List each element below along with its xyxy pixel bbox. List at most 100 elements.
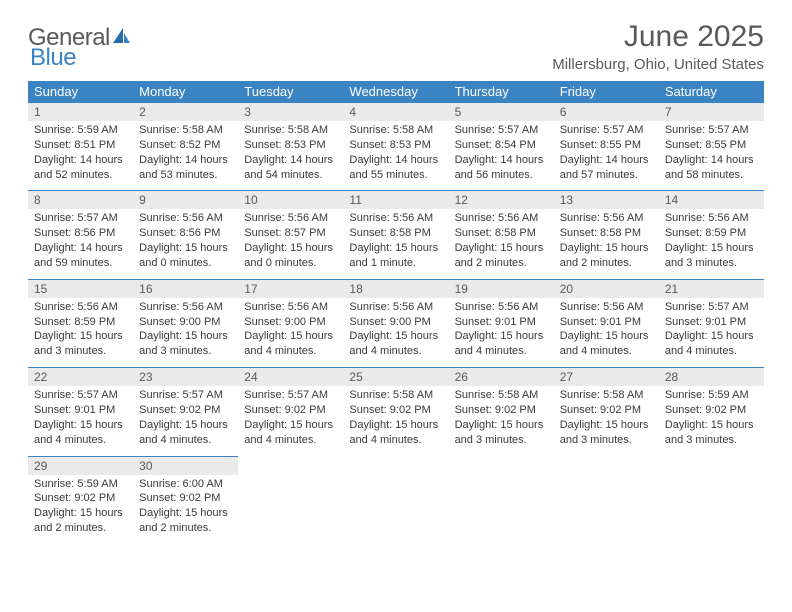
day-cell: Sunrise: 5:56 AMSunset: 9:00 PMDaylight:… <box>133 298 238 368</box>
daylight-text: Daylight: 15 hours and 4 minutes. <box>34 418 127 448</box>
day-number-cell: 25 <box>343 368 448 387</box>
sun-info: Sunrise: 5:57 AMSunset: 9:02 PMDaylight:… <box>244 388 337 447</box>
day-number-cell: 13 <box>554 191 659 210</box>
day-number-cell: 7 <box>659 103 764 122</box>
sunrise-text: Sunrise: 5:57 AM <box>665 123 758 138</box>
daylight-text: Daylight: 14 hours and 53 minutes. <box>139 153 232 183</box>
day-number-cell: 8 <box>28 191 133 210</box>
day-number-cell: 9 <box>133 191 238 210</box>
sunset-text: Sunset: 8:56 PM <box>139 226 232 241</box>
day-cell: Sunrise: 5:58 AMSunset: 9:02 PMDaylight:… <box>449 386 554 456</box>
day-number-cell: 18 <box>343 279 448 298</box>
day-number-row: 22232425262728 <box>28 368 764 387</box>
sunset-text: Sunset: 8:53 PM <box>349 138 442 153</box>
day-cell: Sunrise: 5:57 AMSunset: 8:56 PMDaylight:… <box>28 209 133 279</box>
daylight-text: Daylight: 14 hours and 52 minutes. <box>34 153 127 183</box>
sunset-text: Sunset: 8:59 PM <box>34 315 127 330</box>
sunrise-text: Sunrise: 5:57 AM <box>139 388 232 403</box>
sun-info: Sunrise: 5:59 AMSunset: 8:51 PMDaylight:… <box>34 123 127 182</box>
daylight-text: Daylight: 15 hours and 3 minutes. <box>139 329 232 359</box>
day-cell: Sunrise: 5:56 AMSunset: 8:58 PMDaylight:… <box>343 209 448 279</box>
day-number-cell: 4 <box>343 103 448 122</box>
sun-info: Sunrise: 5:57 AMSunset: 8:54 PMDaylight:… <box>455 123 548 182</box>
daylight-text: Daylight: 15 hours and 4 minutes. <box>665 329 758 359</box>
sunrise-text: Sunrise: 5:58 AM <box>349 123 442 138</box>
day-cell: Sunrise: 5:56 AMSunset: 9:00 PMDaylight:… <box>343 298 448 368</box>
sunrise-text: Sunrise: 5:59 AM <box>34 123 127 138</box>
day-cell <box>449 475 554 544</box>
day-content-row: Sunrise: 5:57 AMSunset: 8:56 PMDaylight:… <box>28 209 764 279</box>
day-cell: Sunrise: 5:56 AMSunset: 8:56 PMDaylight:… <box>133 209 238 279</box>
day-number-cell: 12 <box>449 191 554 210</box>
sun-info: Sunrise: 5:56 AMSunset: 8:56 PMDaylight:… <box>139 211 232 270</box>
day-number-cell <box>343 456 448 475</box>
day-number-row: 891011121314 <box>28 191 764 210</box>
sunrise-text: Sunrise: 5:56 AM <box>349 300 442 315</box>
sunrise-text: Sunrise: 5:58 AM <box>244 123 337 138</box>
day-number-cell <box>449 456 554 475</box>
day-number-cell: 29 <box>28 456 133 475</box>
sunset-text: Sunset: 9:01 PM <box>665 315 758 330</box>
sunset-text: Sunset: 8:55 PM <box>560 138 653 153</box>
day-cell: Sunrise: 5:56 AMSunset: 8:58 PMDaylight:… <box>554 209 659 279</box>
sun-info: Sunrise: 5:57 AMSunset: 9:02 PMDaylight:… <box>139 388 232 447</box>
sunrise-text: Sunrise: 5:59 AM <box>665 388 758 403</box>
day-number-cell: 5 <box>449 103 554 122</box>
daylight-text: Daylight: 15 hours and 4 minutes. <box>560 329 653 359</box>
daylight-text: Daylight: 15 hours and 2 minutes. <box>455 241 548 271</box>
sunset-text: Sunset: 8:51 PM <box>34 138 127 153</box>
sun-info: Sunrise: 5:59 AMSunset: 9:02 PMDaylight:… <box>665 388 758 447</box>
day-cell: Sunrise: 5:59 AMSunset: 9:02 PMDaylight:… <box>659 386 764 456</box>
sunset-text: Sunset: 9:02 PM <box>34 491 127 506</box>
sunset-text: Sunset: 8:52 PM <box>139 138 232 153</box>
sunrise-text: Sunrise: 5:58 AM <box>139 123 232 138</box>
day-number-cell <box>554 456 659 475</box>
daylight-text: Daylight: 15 hours and 3 minutes. <box>455 418 548 448</box>
sunset-text: Sunset: 9:02 PM <box>244 403 337 418</box>
daylight-text: Daylight: 15 hours and 3 minutes. <box>560 418 653 448</box>
day-cell <box>343 475 448 544</box>
calendar-body: 1234567Sunrise: 5:59 AMSunset: 8:51 PMDa… <box>28 103 764 544</box>
day-number-cell: 1 <box>28 103 133 122</box>
sunset-text: Sunset: 9:02 PM <box>139 491 232 506</box>
sun-info: Sunrise: 5:57 AMSunset: 9:01 PMDaylight:… <box>665 300 758 359</box>
sunset-text: Sunset: 9:01 PM <box>455 315 548 330</box>
sunset-text: Sunset: 8:58 PM <box>455 226 548 241</box>
daylight-text: Daylight: 15 hours and 3 minutes. <box>34 329 127 359</box>
daylight-text: Daylight: 15 hours and 1 minute. <box>349 241 442 271</box>
day-cell: Sunrise: 5:57 AMSunset: 8:54 PMDaylight:… <box>449 121 554 191</box>
title-block: June 2025 Millersburg, Ohio, United Stat… <box>552 20 764 73</box>
day-cell: Sunrise: 5:56 AMSunset: 8:57 PMDaylight:… <box>238 209 343 279</box>
sun-info: Sunrise: 5:57 AMSunset: 8:55 PMDaylight:… <box>560 123 653 182</box>
day-cell: Sunrise: 5:56 AMSunset: 9:01 PMDaylight:… <box>554 298 659 368</box>
day-content-row: Sunrise: 5:59 AMSunset: 8:51 PMDaylight:… <box>28 121 764 191</box>
sun-info: Sunrise: 5:56 AMSunset: 8:58 PMDaylight:… <box>455 211 548 270</box>
sail-icon <box>110 25 132 52</box>
sunset-text: Sunset: 9:02 PM <box>139 403 232 418</box>
day-number-row: 2930 <box>28 456 764 475</box>
sun-info: Sunrise: 5:58 AMSunset: 8:52 PMDaylight:… <box>139 123 232 182</box>
day-number-cell: 24 <box>238 368 343 387</box>
daylight-text: Daylight: 15 hours and 4 minutes. <box>139 418 232 448</box>
sun-info: Sunrise: 5:58 AMSunset: 8:53 PMDaylight:… <box>244 123 337 182</box>
sunset-text: Sunset: 8:59 PM <box>665 226 758 241</box>
day-number-cell: 19 <box>449 279 554 298</box>
sun-info: Sunrise: 5:56 AMSunset: 9:00 PMDaylight:… <box>349 300 442 359</box>
sunrise-text: Sunrise: 5:59 AM <box>34 477 127 492</box>
day-number-cell: 27 <box>554 368 659 387</box>
sunrise-text: Sunrise: 5:56 AM <box>665 211 758 226</box>
daylight-text: Daylight: 15 hours and 3 minutes. <box>665 418 758 448</box>
sunset-text: Sunset: 8:57 PM <box>244 226 337 241</box>
daylight-text: Daylight: 15 hours and 4 minutes. <box>349 418 442 448</box>
sun-info: Sunrise: 5:56 AMSunset: 9:00 PMDaylight:… <box>139 300 232 359</box>
day-number-cell: 26 <box>449 368 554 387</box>
day-number-row: 15161718192021 <box>28 279 764 298</box>
sunrise-text: Sunrise: 5:57 AM <box>244 388 337 403</box>
sunset-text: Sunset: 9:01 PM <box>34 403 127 418</box>
col-saturday: Saturday <box>659 81 764 103</box>
daylight-text: Daylight: 15 hours and 0 minutes. <box>244 241 337 271</box>
calendar-page: General June 2025 Millersburg, Ohio, Uni… <box>0 0 792 564</box>
sunrise-text: Sunrise: 5:57 AM <box>665 300 758 315</box>
day-number-cell <box>659 456 764 475</box>
day-cell <box>659 475 764 544</box>
